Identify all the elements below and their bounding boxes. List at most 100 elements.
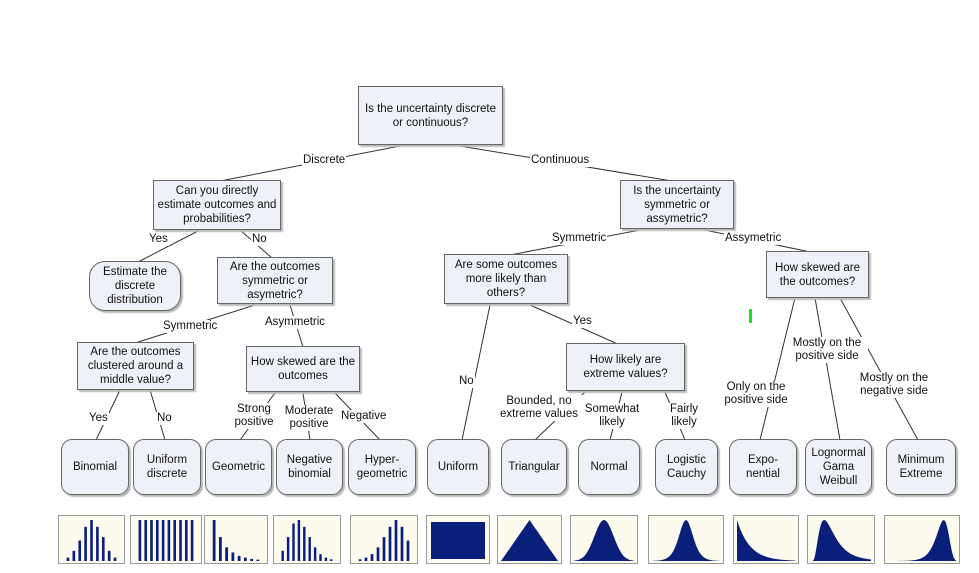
leaf-exponential: Expo-nential bbox=[729, 439, 797, 495]
leaf-geometric-text: Geometric bbox=[211, 461, 266, 473]
distribution-bar bbox=[161, 520, 165, 561]
edge-label-asymmetric-continuous: Assymetric bbox=[724, 232, 783, 245]
distribution-shape bbox=[358, 520, 410, 561]
thumb-lognormal bbox=[807, 515, 875, 564]
distribution-bar bbox=[286, 537, 290, 561]
edge-label-mostly-negative: Mostly on the negative side bbox=[852, 372, 936, 398]
distribution-shape bbox=[737, 520, 795, 561]
distribution-bar bbox=[173, 520, 177, 561]
distribution-bar bbox=[101, 537, 105, 561]
thumb-geometric bbox=[204, 515, 268, 564]
leaf-triangular-text: Triangular bbox=[508, 461, 560, 473]
edge-label-symmetric-continuous: Symmetric bbox=[551, 232, 608, 245]
distribution-shape bbox=[811, 520, 871, 561]
distribution-area bbox=[431, 522, 485, 559]
discrete-symmetry-question: Are the outcomes symmetric or asymetric? bbox=[217, 257, 333, 304]
leaf-minimum-extreme: Minimum Extreme bbox=[886, 439, 956, 495]
distribution-bar bbox=[90, 520, 93, 561]
distribution-bar bbox=[376, 547, 380, 561]
distribution-bar bbox=[330, 559, 333, 561]
distribution-bar bbox=[113, 557, 117, 561]
edge-label-clustered-no: No bbox=[156, 412, 173, 425]
estimate-discrete-leaf-text: Estimate the discrete distribution bbox=[103, 266, 167, 306]
thumb-triangular bbox=[497, 515, 562, 564]
leaf-normal-text: Normal bbox=[590, 461, 628, 473]
distribution-bar bbox=[144, 520, 148, 561]
distribution-bar bbox=[308, 537, 311, 561]
leaf-uniform-discrete: Uniform discrete bbox=[133, 439, 201, 495]
distribution-bar bbox=[313, 547, 317, 561]
thumb-normal bbox=[570, 515, 638, 564]
leaf-uniform: Uniform bbox=[427, 439, 489, 495]
distribution-bar bbox=[281, 550, 284, 561]
continuous-symmetry-question: Is the uncertainty symmetric or assymetr… bbox=[620, 180, 734, 229]
edge-label-strong-positive: Strong positive bbox=[230, 403, 278, 429]
distribution-bar bbox=[66, 557, 70, 561]
distribution-shape bbox=[431, 522, 485, 559]
clustered-question: Are the outcomes clustered around a midd… bbox=[77, 342, 194, 390]
distribution-area bbox=[652, 520, 720, 561]
distribution-bar bbox=[243, 557, 247, 561]
distribution-shape bbox=[212, 520, 260, 561]
distribution-shape bbox=[66, 520, 117, 561]
distribution-bar bbox=[78, 540, 82, 561]
more-likely-question-text: Are some outcomes more likely than other… bbox=[454, 259, 558, 299]
leaf-binomial-text: Binomial bbox=[72, 461, 118, 473]
thumb-exponential bbox=[733, 515, 799, 564]
distribution-bar bbox=[155, 520, 159, 561]
distribution-bar bbox=[319, 554, 322, 561]
distribution-bar bbox=[96, 526, 99, 561]
distribution-bar bbox=[179, 520, 182, 561]
more-likely-question: Are some outcomes more likely than other… bbox=[444, 254, 568, 304]
distribution-bar bbox=[382, 537, 386, 561]
distribution-shape bbox=[281, 520, 333, 561]
leaf-logistic-cauchy-text: Logistic Cauchy bbox=[667, 454, 706, 480]
thumb-binomial bbox=[58, 515, 125, 564]
leaf-hypergeometric-text: Hyper-geometric bbox=[356, 454, 408, 480]
distribution-bar bbox=[292, 523, 295, 561]
continuous-symmetry-question-text: Is the uncertainty symmetric or assymetr… bbox=[633, 184, 721, 225]
distribution-bar bbox=[184, 520, 188, 561]
leaf-exponential-text: Expo-nential bbox=[746, 454, 780, 480]
distribution-shape bbox=[652, 520, 720, 561]
distribution-bar bbox=[107, 550, 111, 561]
distribution-shape bbox=[501, 520, 558, 561]
leaf-normal: Normal bbox=[578, 439, 640, 495]
distribution-area bbox=[501, 520, 558, 561]
distribution-bar bbox=[388, 526, 392, 561]
leaf-lognormal: Lognormal Gama Weibull bbox=[805, 439, 872, 495]
thumb-uniform-discrete bbox=[130, 515, 202, 564]
edge-label-clustered-yes: Yes bbox=[88, 412, 109, 425]
leaf-logistic-cauchy: Logistic Cauchy bbox=[655, 439, 718, 495]
leaf-lognormal-text: Lognormal Gama Weibull bbox=[811, 447, 866, 487]
distribution-bar bbox=[167, 520, 171, 561]
distribution-bar bbox=[218, 537, 222, 561]
continuous-skew-question: How skewed are the outcomes? bbox=[766, 251, 869, 298]
distribution-bar bbox=[324, 557, 328, 561]
distribution-bar bbox=[256, 559, 260, 561]
edge-label-yes: Yes bbox=[148, 233, 169, 246]
distribution-bar bbox=[394, 520, 398, 561]
estimate-discrete-leaf: Estimate the discrete distribution bbox=[89, 261, 181, 311]
clustered-question-text: Are the outcomes clustered around a midd… bbox=[87, 346, 184, 386]
edge-label-discrete: Discrete bbox=[302, 154, 347, 167]
discrete-symmetry-question-text: Are the outcomes symmetric or asymetric? bbox=[229, 260, 321, 301]
distribution-bar bbox=[406, 540, 410, 561]
distribution-bar bbox=[138, 520, 142, 561]
distribution-bar bbox=[72, 550, 76, 561]
discrete-estimate-question: Can you directly estimate outcomes and p… bbox=[153, 180, 281, 230]
thumb-hypergeometric bbox=[350, 515, 418, 564]
distribution-shape bbox=[138, 520, 194, 561]
distribution-bar bbox=[231, 552, 235, 561]
edge-label-likely-no: No bbox=[458, 375, 475, 388]
edge-label-somewhat-likely: Somewhat likely bbox=[580, 403, 644, 429]
distribution-bar bbox=[297, 520, 301, 561]
distribution-bar bbox=[400, 526, 404, 561]
leaf-binomial: Binomial bbox=[61, 439, 129, 495]
green-marker bbox=[749, 309, 752, 323]
distribution-bar bbox=[84, 526, 87, 561]
distribution-shape bbox=[574, 520, 634, 561]
thumb-minimum-extreme bbox=[884, 515, 960, 564]
distribution-bar bbox=[212, 520, 216, 561]
distribution-area bbox=[574, 520, 634, 561]
